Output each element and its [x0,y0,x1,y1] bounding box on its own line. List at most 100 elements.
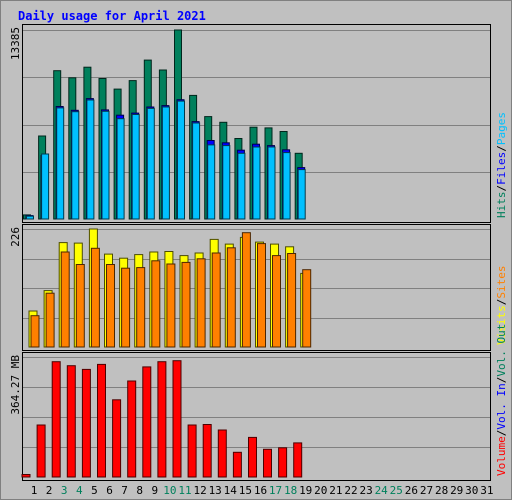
bar [127,380,137,478]
bar [75,264,85,348]
bar [241,232,251,348]
bar [71,111,80,220]
bar [226,247,236,348]
bar [136,267,146,348]
bar [81,368,91,478]
bar [232,451,242,478]
bar [187,424,197,478]
bar [217,429,227,478]
x-tick-label: 5 [91,484,98,497]
x-tick-label: 14 [224,484,238,497]
bar [66,365,76,478]
bar [101,110,110,220]
chart-title: Daily usage for April 2021 [18,9,206,23]
bar [211,252,221,348]
bar [116,118,125,220]
x-tick-label: 7 [121,484,128,497]
x-tick-label: 30 [465,484,478,497]
y-max-label: 13385 [9,27,22,60]
bar [21,474,31,478]
legend-item: Hits [495,192,508,219]
bar [56,107,65,220]
bar [278,447,288,478]
panel-visits-sites: 226 Visits/Sites [9,224,508,351]
bar [287,253,297,348]
bar [30,315,40,348]
bar [151,260,161,348]
chart-panels: 13385Hits/Files/Pages226Visits/Sites364.… [9,24,508,481]
bar [166,263,176,348]
bar [161,106,170,220]
x-tick-label: 11 [178,484,191,497]
x-tick-label: 31 [480,484,493,497]
bar [121,267,131,348]
x-tick-label: 4 [76,484,83,497]
bar [257,243,266,348]
legend-item: Sites [495,266,508,299]
x-tick-label: 26 [405,484,418,497]
bar [26,215,34,220]
x-tick-label: 25 [390,484,403,497]
series-sites [30,232,312,348]
panel-frame [22,224,491,351]
bar [293,442,303,478]
bar [112,399,122,478]
bar [297,169,306,220]
x-tick-label: 6 [106,484,113,497]
bar [142,366,152,478]
x-tick-label: 10 [163,484,176,497]
y-max-label: 226 [9,227,22,247]
series-volume [21,360,303,478]
y-max-label: 364.27 MB [9,355,22,415]
x-tick-label: 2 [46,484,53,497]
legend-item: Volume [495,436,508,476]
bar [192,122,201,220]
x-tick-label: 3 [61,484,68,497]
bar [90,247,100,348]
bar [41,153,50,220]
bar [207,144,216,220]
bar [248,436,257,478]
legend-separator: / [495,430,508,437]
x-tick-label: 28 [435,484,448,497]
bar [172,360,182,478]
bar [302,269,312,348]
bar [86,99,95,220]
x-tick-label: 18 [284,484,297,497]
x-tick-label: 23 [359,484,372,497]
panel-frame [22,352,491,481]
bar [263,448,272,478]
legend-separator: / [495,377,508,384]
x-tick-label: 19 [299,484,312,497]
panel-frame [22,24,491,223]
legend-item: Visits [495,305,508,345]
legend-volume: Volume/Vol. In/Vol. Out [495,324,508,476]
legend-item: Vol. In [495,383,508,429]
x-tick-label: 17 [269,484,282,497]
bar [36,424,46,478]
bar [157,361,167,478]
x-tick-label: 13 [209,484,222,497]
series-pages [26,99,306,220]
bar [60,251,70,348]
bar [177,100,185,220]
x-tick-label: 29 [450,484,463,497]
bar [272,255,281,348]
bar [131,114,140,220]
x-tick-label: 24 [375,484,389,497]
legend-separator: / [495,299,508,306]
x-tick-label: 22 [344,484,357,497]
x-tick-label: 1 [31,484,38,497]
bar [202,424,212,478]
legend-item: Files [495,152,508,185]
legend-item: Pages [495,112,508,145]
bar [196,258,206,348]
x-tick-label: 27 [420,484,433,497]
x-tick-label: 12 [193,484,206,497]
bar [252,146,261,220]
x-tick-label: 9 [151,484,158,497]
panel-volume: 364.27 MB Volume/Vol. In/Vol. Out [9,324,508,481]
